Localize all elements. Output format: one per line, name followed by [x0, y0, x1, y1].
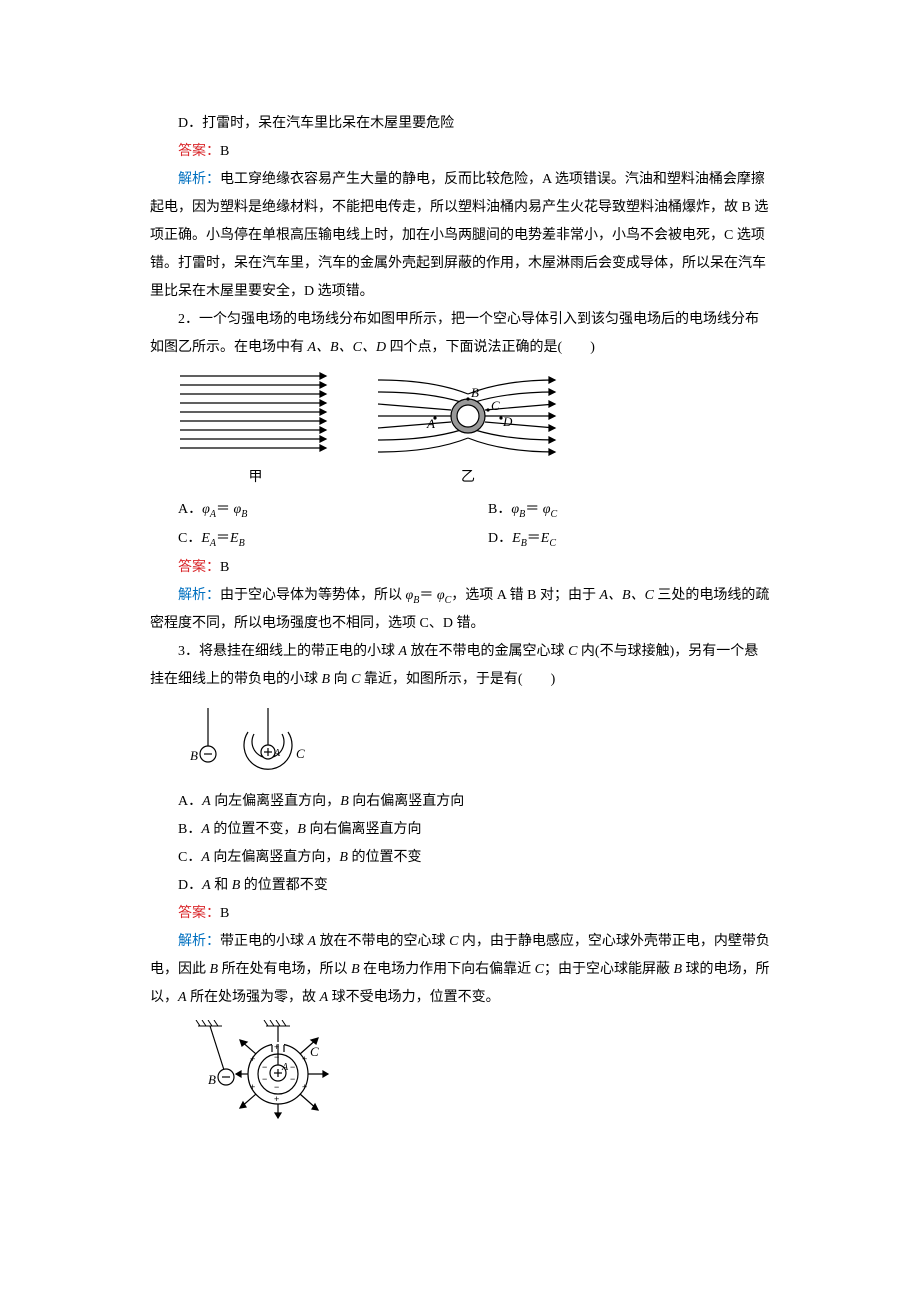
q3-label-b: B [190, 748, 198, 763]
q2-label-a: A [426, 416, 435, 431]
svg-text:−: − [274, 1052, 279, 1062]
svg-text:+: + [250, 1082, 255, 1092]
q3-label-c: C [296, 746, 305, 761]
q1-answer: 答案：B [150, 138, 770, 166]
q3-analysis: 解析：带正电的小球 A 放在不带电的空心球 C 内，由于静电感应，空心球外壳带正… [150, 928, 770, 1012]
q1-option-d: D．打雷时，呆在汽车里比呆在木屋里要危险 [150, 110, 770, 138]
q2-stem-b: 四个点，下面说法正确的是( ) [386, 340, 595, 355]
analysis-label: 解析： [178, 588, 220, 603]
conductor-field-icon: A B C D [373, 370, 563, 458]
analysis-label: 解析： [178, 934, 220, 949]
q3a-label-b: B [208, 1072, 216, 1087]
uniform-field-icon [178, 370, 333, 458]
analysis-label: 解析： [178, 172, 220, 187]
q3-analysis-figure: +++ +++ −−− −−− B A C [178, 1020, 770, 1120]
q3-option-c: C．A 向左偏离竖直方向，B 的位置不变 [150, 844, 770, 872]
q2-option-a: A．φA＝ φB [150, 496, 460, 525]
q3a-label-c: C [310, 1044, 319, 1059]
q2-label-b: B [471, 385, 479, 400]
q2-answer: 答案：B [150, 554, 770, 582]
svg-text:−: − [290, 1062, 295, 1072]
q2-stem: 2．一个匀强电场的电场线分布如图甲所示，把一个空心导体引入到该匀强电场后的电场线… [150, 306, 770, 362]
svg-text:−: − [262, 1074, 267, 1084]
svg-text:−: − [290, 1074, 295, 1084]
q3-option-d: D．A 和 B 的位置都不变 [150, 872, 770, 900]
q2-caption-jia: 甲 [249, 464, 263, 492]
q3-stem: 3．将悬挂在细线上的带正电的小球 A 放在不带电的金属空心球 C 内(不与球接触… [150, 638, 770, 694]
q2-figure-jia: 甲 [178, 370, 333, 492]
svg-text:+: + [250, 1054, 255, 1064]
svg-text:−: − [274, 1082, 279, 1092]
q3-answer: 答案：B [150, 900, 770, 928]
svg-text:+: + [274, 1042, 279, 1052]
svg-text:+: + [302, 1054, 307, 1064]
svg-text:+: + [302, 1082, 307, 1092]
q3-option-a: A．A 向左偏离竖直方向，B 向右偏离竖直方向 [150, 788, 770, 816]
page: D．打雷时，呆在汽车里比呆在木屋里要危险 答案：B 解析：电工穿绝缘衣容易产生大… [0, 0, 920, 1302]
q2-option-b: B．φB＝ φC [460, 496, 770, 525]
q2-label-c: C [491, 398, 500, 413]
q1-analysis-text: 电工穿绝缘衣容易产生大量的静电，反而比较危险，A 选项错误。汽油和塑料油桶会摩擦… [150, 172, 768, 299]
q3-answer-value: B [220, 906, 229, 921]
q2-figure-row: 甲 A B [178, 370, 770, 492]
answer-label: 答案： [178, 144, 220, 159]
q3-analysis-diagram-icon: +++ +++ −−− −−− B A C [178, 1020, 348, 1120]
q2-options-row1: A．φA＝ φB B．φB＝ φC [150, 496, 770, 525]
answer-label: 答案： [178, 560, 220, 575]
q2-options-row2: C．EA＝EB D．EB＝EC [150, 525, 770, 554]
answer-label: 答案： [178, 906, 220, 921]
q2-analysis: 解析：由于空心导体为等势体，所以 φB＝ φC，选项 A 错 B 对；由于 A、… [150, 582, 770, 639]
q2-stem-points: A、B、C、D [308, 340, 387, 355]
q3-figure: B C A [178, 702, 770, 782]
q2-option-d: D．EB＝EC [460, 525, 770, 554]
q1-answer-value: B [220, 144, 229, 159]
q3-diagram-icon: B C A [178, 702, 328, 782]
svg-text:−: − [262, 1062, 267, 1072]
svg-text:+: + [274, 1094, 279, 1104]
q2-answer-value: B [220, 560, 229, 575]
q2-label-d: D [502, 414, 513, 429]
q2-figure-yi: A B C D 乙 [373, 370, 563, 492]
q1-analysis: 解析：电工穿绝缘衣容易产生大量的静电，反而比较危险，A 选项错误。汽油和塑料油桶… [150, 166, 770, 306]
q2-caption-yi: 乙 [461, 464, 475, 492]
q3-label-a: A [273, 748, 281, 759]
q3-option-b: B．A 的位置不变，B 向右偏离竖直方向 [150, 816, 770, 844]
q3a-label-a: A [281, 1062, 289, 1073]
q2-option-c: C．EA＝EB [150, 525, 460, 554]
